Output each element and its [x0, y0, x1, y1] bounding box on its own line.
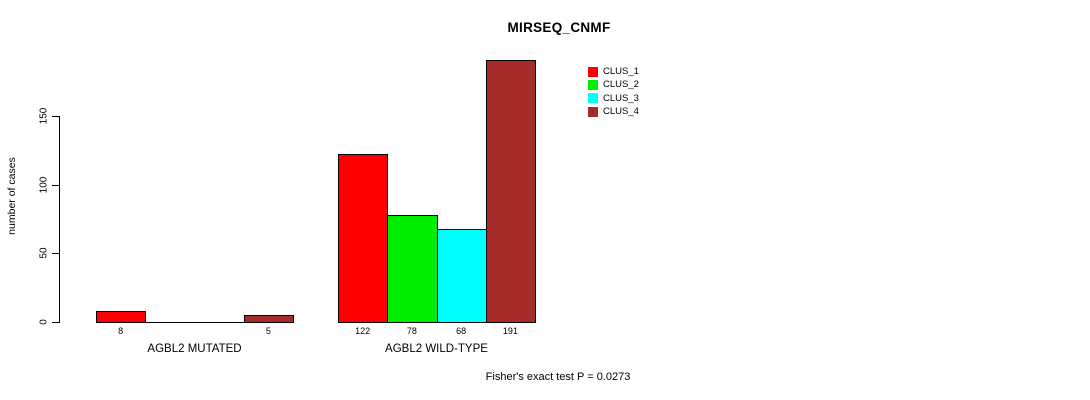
- legend-item-clus_1: CLUS_1: [588, 66, 639, 77]
- bar-clus_3-group2: [436, 228, 487, 323]
- bar-clus_1-group2: [338, 154, 389, 323]
- y-tick-mark: [52, 184, 59, 186]
- legend-label: CLUS_3: [603, 92, 639, 104]
- legend-swatch-clus_1: [588, 66, 598, 77]
- bar-value-label: 5: [265, 326, 271, 336]
- legend-swatch-clus_4: [588, 106, 598, 117]
- bar-clus_4-group2: [485, 59, 536, 323]
- bar-value-label: 8: [118, 326, 124, 336]
- legend-item-clus_3: CLUS_3: [588, 93, 639, 104]
- y-tick-mark: [52, 253, 59, 255]
- y-tick-label: 150: [38, 107, 50, 125]
- legend-label: CLUS_1: [603, 66, 639, 77]
- bar-value-label: 191: [502, 326, 518, 336]
- legend-item-clus_4: CLUS_4: [588, 106, 639, 117]
- bar-clus_1-group1: [96, 311, 147, 323]
- y-tick-mark: [52, 322, 59, 323]
- x-group-label: AGBL2 WILD-TYPE: [385, 343, 488, 355]
- bar-value-label: 122: [355, 326, 371, 336]
- group-baseline: [96, 322, 293, 323]
- bar-clus_2-group2: [387, 214, 438, 323]
- legend-swatch-clus_2: [588, 79, 598, 90]
- y-tick-mark: [52, 116, 59, 117]
- y-tick-label: 0: [38, 319, 50, 325]
- legend-label: CLUS_2: [603, 79, 639, 91]
- legend-swatch-clus_3: [588, 93, 598, 104]
- fisher-test-footnote: Fisher's exact test P = 0.0273: [485, 371, 631, 383]
- y-axis-line: [59, 116, 60, 323]
- bar-clus_4-group1: [243, 315, 294, 323]
- bar-value-label: 78: [406, 326, 417, 336]
- legend-label: CLUS_4: [603, 106, 639, 118]
- x-group-label: AGBL2 MUTATED: [147, 343, 242, 355]
- y-tick-label: 100: [38, 176, 50, 193]
- legend-item-clus_2: CLUS_2: [588, 79, 639, 90]
- bar-value-label: 68: [456, 326, 467, 336]
- chart-title: MIRSEQ_CNMF: [507, 20, 611, 35]
- y-tick-label: 50: [38, 247, 50, 259]
- y-axis-label: number of cases: [6, 157, 18, 235]
